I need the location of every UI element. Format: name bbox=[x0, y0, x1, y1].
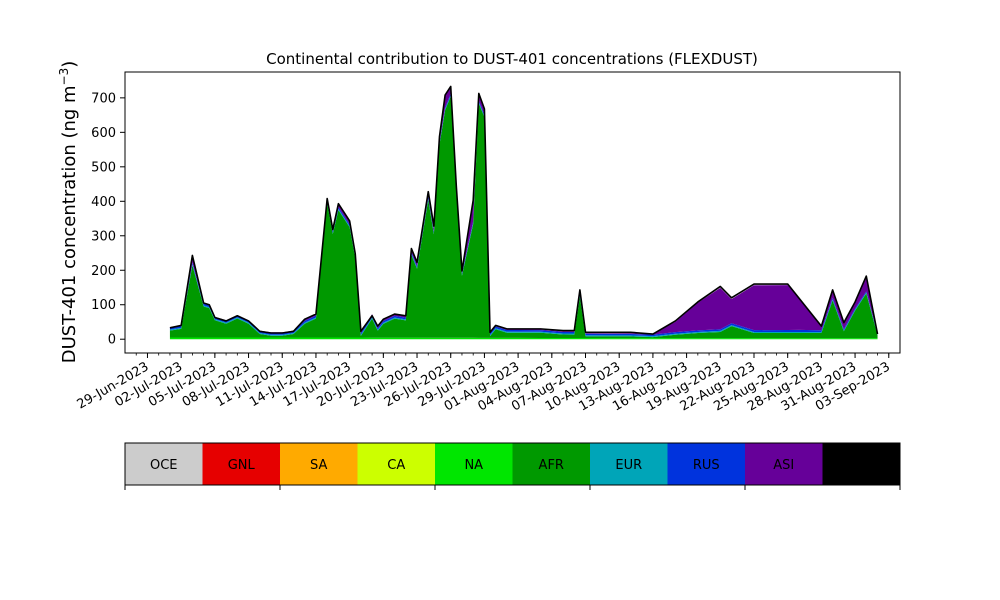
legend-label-aus: AUS bbox=[848, 458, 875, 473]
legend-swatch-sa bbox=[280, 443, 358, 485]
stacked-areas bbox=[169, 86, 878, 340]
legend-label-sa: SA bbox=[310, 458, 327, 473]
legend-label-asi: ASI bbox=[773, 458, 794, 473]
legend-label-eur: EUR bbox=[615, 458, 642, 473]
y-tick-label: 200 bbox=[91, 264, 116, 279]
x-axis: 29-Jun-202302-Jul-202305-Jul-202308-Jul-… bbox=[75, 353, 893, 415]
y-tick-label: 400 bbox=[91, 195, 116, 210]
legend-swatch-gnl bbox=[202, 443, 280, 485]
legend-label-ca: CA bbox=[387, 458, 405, 473]
area-afr bbox=[169, 96, 878, 339]
legend-label-oce: OCE bbox=[150, 458, 178, 473]
area-na bbox=[169, 337, 878, 340]
legend-swatch-eur bbox=[590, 443, 668, 485]
y-axis: 0 100 200 300 400 500 600 700 bbox=[91, 91, 125, 348]
y-tick-label: 300 bbox=[91, 229, 116, 244]
legend-swatch-rus bbox=[667, 443, 745, 485]
y-tick-label: 100 bbox=[91, 298, 116, 313]
y-axis-label-close: ) bbox=[59, 61, 80, 68]
plot-frame bbox=[124, 71, 901, 354]
total-line-layer bbox=[169, 85, 879, 335]
legend-label-afr: AFR bbox=[539, 458, 564, 473]
y-axis-label-unit-exponent: −3 bbox=[57, 68, 71, 86]
y-tick-label: 0 bbox=[108, 333, 116, 348]
y-tick-label: 500 bbox=[91, 160, 116, 175]
legend-swatch-na bbox=[435, 443, 513, 485]
y-axis-label: DUST-401 concentration (ng m−3) bbox=[57, 61, 80, 364]
chart-title: Continental contribution to DUST-401 con… bbox=[266, 50, 758, 68]
total-line bbox=[169, 85, 879, 335]
y-axis-label-main: DUST-401 concentration (ng m bbox=[59, 85, 80, 363]
legend-label-gnl: GNL bbox=[228, 458, 256, 473]
legend-colorbar: OCE GNL SA CA NA AFR EUR RUS ASI AUS bbox=[124, 442, 901, 490]
legend-label-rus: RUS bbox=[693, 458, 720, 473]
y-tick-label: 600 bbox=[91, 126, 116, 141]
legend-swatch-ca bbox=[357, 443, 435, 485]
legend-swatch-afr bbox=[512, 443, 590, 485]
area-asi bbox=[169, 86, 878, 335]
legend-label-na: NA bbox=[464, 458, 483, 473]
y-tick-label: 700 bbox=[91, 91, 116, 106]
legend-swatch-aus bbox=[822, 443, 900, 485]
legend-swatch-oce bbox=[125, 443, 203, 485]
legend-swatch-asi bbox=[745, 443, 823, 485]
legend-frame bbox=[124, 442, 901, 486]
